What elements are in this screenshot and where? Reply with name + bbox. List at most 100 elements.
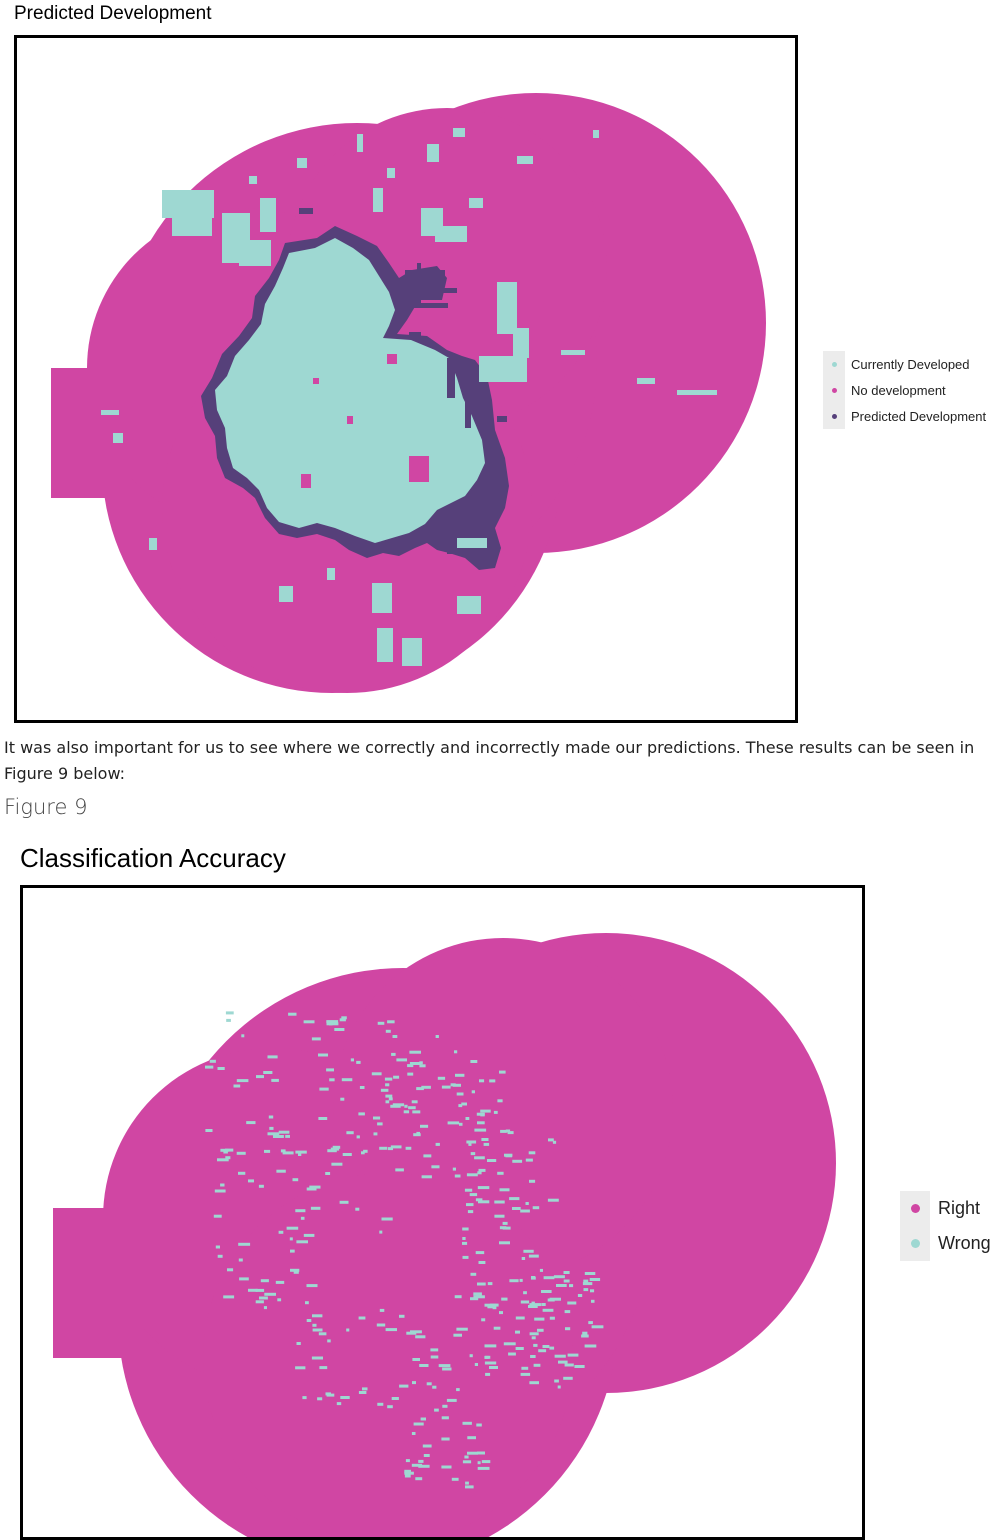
wrong-cell xyxy=(552,1140,557,1144)
wrong-cell xyxy=(584,1344,597,1348)
wrong-cell xyxy=(505,1129,511,1133)
wrong-cell xyxy=(412,1381,416,1385)
wrong-cell xyxy=(296,1342,301,1345)
wrong-cell xyxy=(411,1463,423,1467)
wrong-cell xyxy=(432,1385,437,1389)
wrong-cell xyxy=(300,1216,305,1220)
wrong-cell xyxy=(441,1416,449,1420)
wrong-cell xyxy=(312,1328,323,1332)
wrong-cell xyxy=(542,1308,554,1312)
wrong-cell xyxy=(418,1464,430,1468)
wrong-cell xyxy=(467,1436,476,1440)
wrong-cell xyxy=(492,1306,497,1310)
wrong-cell xyxy=(529,1381,539,1385)
wrong-cell xyxy=(588,1321,593,1325)
wrong-cell xyxy=(489,1366,498,1369)
wrong-cell xyxy=(489,1303,499,1307)
wrong-cell xyxy=(515,1330,520,1334)
wrong-cell xyxy=(404,1474,411,1478)
wrong-cell xyxy=(549,1316,555,1320)
wrong-cell xyxy=(480,1109,491,1113)
legend-label: Wrong xyxy=(938,1233,991,1253)
wrong-cell xyxy=(489,1079,496,1083)
wrong-cell xyxy=(358,1316,366,1320)
wrong-cell xyxy=(358,1112,365,1116)
wrong-cell xyxy=(542,1345,550,1348)
wrong-cell xyxy=(499,1226,507,1230)
wrong-cell xyxy=(557,1385,561,1389)
wrong-cell xyxy=(475,1198,483,1202)
wrong-cell xyxy=(409,1062,422,1065)
wrong-cell xyxy=(311,1037,321,1041)
wrong-cell xyxy=(405,1146,412,1150)
wrong-cell xyxy=(286,1226,299,1230)
wrong-cell xyxy=(413,1422,424,1426)
wrong-cell xyxy=(534,1317,545,1321)
wrong-cell xyxy=(409,1050,421,1054)
wrong-cell xyxy=(408,1106,416,1110)
wrong-cell xyxy=(478,1200,490,1204)
wrong-cell xyxy=(293,1270,299,1274)
legend-predicted-development: Currently Developed No development Predi… xyxy=(823,351,986,429)
legend-item-currently-developed: Currently Developed xyxy=(823,351,986,377)
wrong-cell xyxy=(468,1142,472,1146)
wrong-cell xyxy=(319,1087,329,1091)
wrong-cell xyxy=(574,1365,585,1368)
predicted-development-patches xyxy=(299,208,507,554)
wrong-cell xyxy=(451,1477,459,1481)
wrong-cell xyxy=(303,1233,315,1237)
wrong-cell xyxy=(462,1227,469,1231)
wrong-cell xyxy=(419,1364,429,1367)
wrong-cell xyxy=(339,1018,346,1022)
wrong-cell xyxy=(502,1221,508,1225)
wrong-cell xyxy=(419,1061,423,1065)
wrong-cell xyxy=(361,1151,365,1155)
wrong-cell xyxy=(470,1152,476,1156)
wrong-cell xyxy=(415,1335,426,1339)
wrong-cell xyxy=(512,1207,521,1210)
legend-dot-currently-developed xyxy=(831,361,837,367)
wrong-cell xyxy=(392,1035,398,1038)
wrong-cell xyxy=(435,1142,440,1146)
wrong-cell xyxy=(477,1121,485,1125)
wrong-cell xyxy=(373,1116,381,1120)
wrong-cell xyxy=(481,1318,486,1322)
wrong-cell xyxy=(529,1303,541,1307)
wrong-cell xyxy=(327,1339,331,1343)
wrong-cell xyxy=(312,1314,323,1318)
wrong-cell xyxy=(246,1121,256,1125)
wrong-cell xyxy=(306,1187,317,1191)
wrong-cell xyxy=(306,1319,312,1322)
wrong-cell xyxy=(390,1104,401,1108)
wrong-cell xyxy=(275,1280,285,1284)
wrong-cell xyxy=(494,1214,505,1218)
wrong-cell xyxy=(223,1150,228,1154)
wrong-cell xyxy=(537,1328,544,1332)
wrong-cell xyxy=(385,1094,393,1098)
wrong-cell xyxy=(484,1361,497,1365)
wrong-cell xyxy=(478,1261,486,1264)
wrong-cell xyxy=(379,1146,388,1150)
wrong-cell xyxy=(533,1363,541,1367)
wrong-cell xyxy=(487,1305,495,1309)
wrong-cell xyxy=(438,1364,451,1368)
wrong-cell xyxy=(277,1298,282,1302)
wrong-cell xyxy=(410,1330,422,1334)
wrong-cell xyxy=(346,1131,354,1135)
wrong-cell xyxy=(458,1104,463,1108)
wrong-cell xyxy=(215,1245,220,1249)
wrong-cell xyxy=(225,1011,234,1015)
wrong-cell xyxy=(362,1387,368,1391)
wrong-cell xyxy=(423,1454,430,1457)
map-predicted-development xyxy=(14,35,798,723)
wrong-cell xyxy=(525,1202,529,1205)
wrong-cell xyxy=(426,1382,432,1386)
wrong-cell xyxy=(305,1301,309,1305)
wrong-cell xyxy=(226,1018,231,1022)
wrong-cell xyxy=(379,1230,383,1234)
wrong-cell xyxy=(238,1242,251,1246)
wrong-cell xyxy=(404,1469,411,1473)
wrong-cell xyxy=(507,1342,516,1346)
wrong-cell xyxy=(326,1393,335,1397)
wrong-cell xyxy=(227,1268,234,1272)
